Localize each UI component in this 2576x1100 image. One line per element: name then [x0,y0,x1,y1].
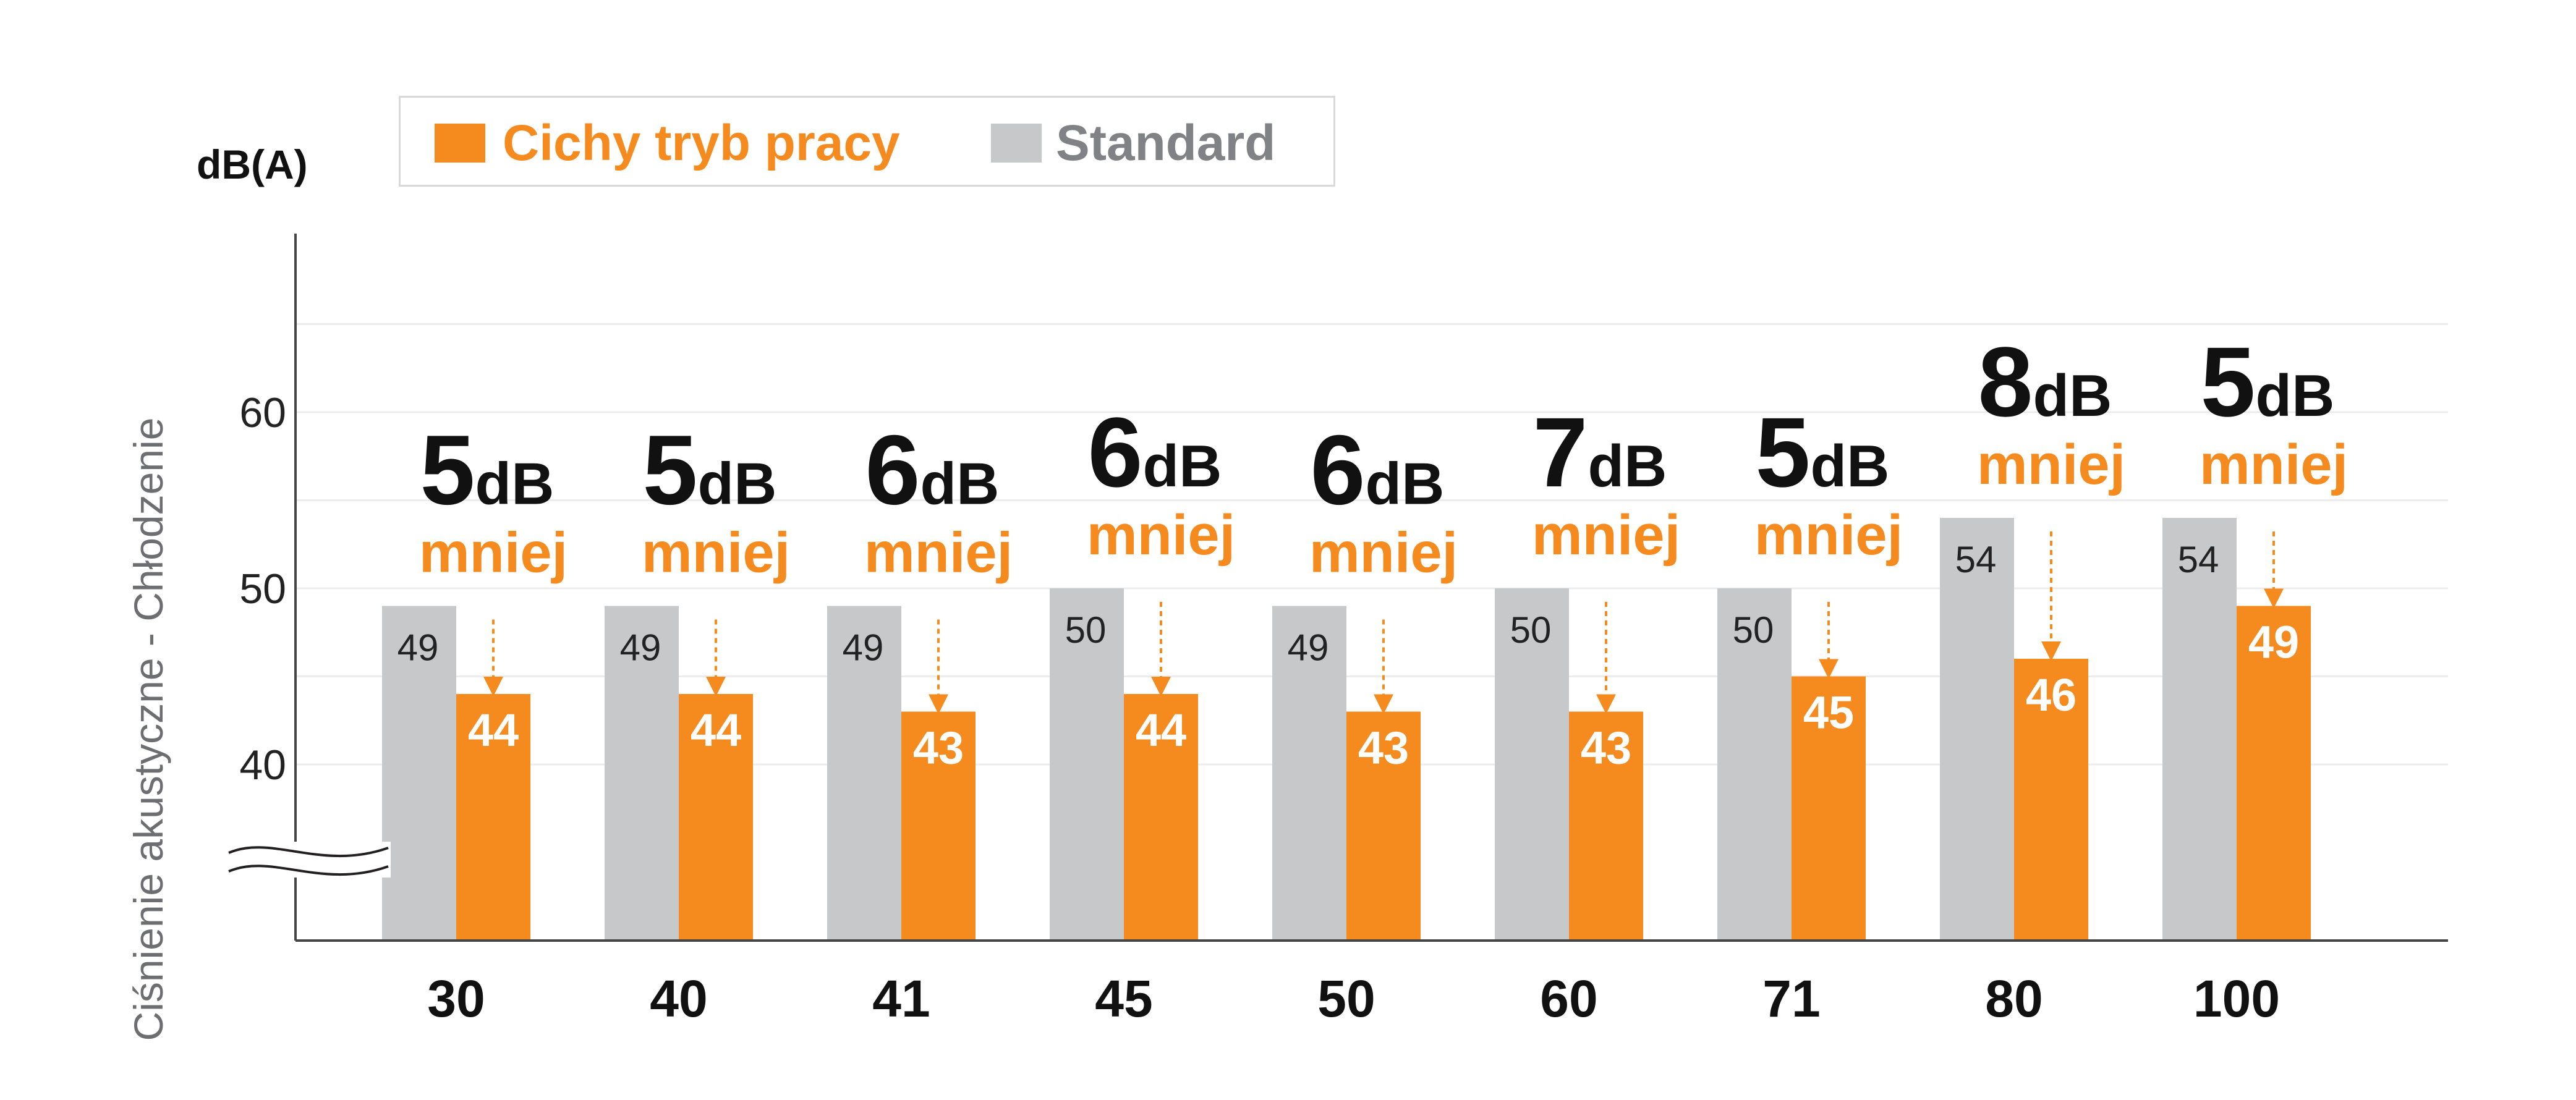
bar-quiet [901,711,976,941]
bar-quiet [1792,676,1866,941]
reduction-unit: dB [920,451,1000,517]
reduction-word: mniej [1087,504,1235,567]
data-label-standard: 54 [2178,539,2219,580]
reduction-value: 6 [865,415,920,525]
bar-standard [1050,588,1124,941]
bar-standard [1717,588,1792,941]
x-tick-label: 45 [1095,970,1152,1028]
data-label-standard: 49 [843,627,884,669]
reduction-word: mniej [1754,504,1903,567]
bar-standard [382,606,456,941]
bar-standard [1495,588,1569,941]
axis-break-line [228,865,389,876]
reduction-value: 5 [1756,397,1811,507]
legend-label-standard: Standard [1056,115,1276,171]
legend-swatch-standard [991,124,1042,163]
reduction-label: 6dB [1088,397,1222,507]
axes [224,234,2448,942]
bar-quiet [1569,711,1643,941]
legend: Cichy tryb pracy Standard [399,96,1335,187]
reduction-unit: dB [698,451,777,517]
reduction-label: 5dB [643,415,777,525]
axis-break-line [228,846,389,858]
reduction-value: 6 [1311,415,1366,525]
bar-quiet [456,694,530,941]
reduction-label: 6dB [865,415,1000,525]
reduction-value: 5 [2201,326,2256,437]
bar-quiet [2014,659,2088,941]
x-tick-label: 80 [1985,970,2043,1028]
x-tick-label: 71 [1762,970,1820,1028]
labels: 40506049445dBmniej3049445dBmniej4049436d… [239,326,2348,1028]
data-label-standard: 50 [1065,609,1107,651]
bar-standard [1272,606,1346,941]
legend-swatch-quiet [435,124,485,163]
bar-standard [1940,518,2014,941]
reduction-label: 6dB [1311,415,1445,525]
bar-quiet [2237,606,2311,941]
data-label-quiet: 43 [1358,722,1409,774]
reduction-unit: dB [1811,433,1890,499]
data-label-quiet: 49 [2248,617,2299,668]
reduction-unit: dB [475,451,555,517]
data-label-quiet: 44 [691,704,741,756]
legend-label-quiet: Cichy tryb pracy [503,115,900,171]
reduction-word: mniej [1309,522,1458,585]
x-tick-label: 60 [1540,970,1597,1028]
reduction-word: mniej [1532,504,1680,567]
reduction-unit: dB [2033,363,2112,429]
reduction-value: 5 [643,415,698,525]
y-axis-title: Ciśnienie akustyczne - Chłodzenie [125,417,171,1041]
reduction-value: 5 [420,415,475,525]
data-label-standard: 54 [1955,539,1997,580]
data-label-quiet: 43 [1581,722,1631,774]
reduction-value: 8 [1978,326,2033,437]
x-tick-label: 40 [650,970,707,1028]
data-label-quiet: 46 [2026,669,2077,721]
data-label-standard: 49 [397,627,439,669]
data-label-standard: 49 [620,627,661,669]
data-label-standard: 49 [1288,627,1329,669]
x-tick-label: 50 [1317,970,1375,1028]
reduction-label: 5dB [1756,397,1890,507]
bar-standard [827,606,901,941]
bar-standard [605,606,679,941]
reduction-unit: dB [1366,451,1445,517]
bar-quiet [1124,694,1198,941]
unit-label: dB(A) [197,142,308,187]
reduction-word: mniej [2200,433,2348,496]
reduction-label: 5dB [420,415,555,525]
data-label-quiet: 45 [1803,687,1854,738]
x-tick-label: 41 [872,970,930,1028]
chart-canvas: 40506049445dBmniej3049445dBmniej4049436d… [224,234,2448,1028]
bar-quiet [679,694,753,941]
reduction-unit: dB [2256,363,2335,429]
reduction-label: 8dB [1978,326,2112,437]
x-tick-label: 30 [427,970,485,1028]
reduction-value: 7 [1533,397,1588,507]
y-tick-label: 40 [239,742,286,789]
bar-quiet [1346,711,1421,941]
data-label-quiet: 43 [913,722,964,774]
bars [382,518,2311,941]
reduction-label: 7dB [1533,397,1667,507]
reduction-unit: dB [1588,433,1667,499]
reduction-label: 5dB [2201,326,2335,437]
data-label-standard: 50 [1733,609,1774,651]
y-tick-label: 60 [239,389,286,436]
reduction-unit: dB [1143,433,1222,499]
y-tick-label: 50 [239,565,286,612]
bar-standard [2162,518,2237,941]
data-label-quiet: 44 [468,704,519,756]
reduction-value: 6 [1088,397,1143,507]
data-label-quiet: 44 [1136,704,1186,756]
data-label-standard: 50 [1510,609,1552,651]
x-tick-label: 100 [2193,970,2280,1028]
reduction-word: mniej [419,522,567,585]
reduction-word: mniej [864,522,1013,585]
reduction-word: mniej [1977,433,2125,496]
reduction-word: mniej [642,522,790,585]
